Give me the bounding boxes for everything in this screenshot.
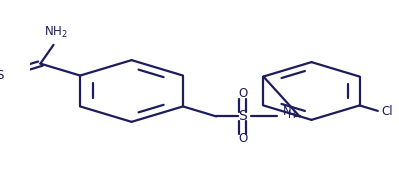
Text: NH$_2$: NH$_2$: [43, 25, 67, 40]
Text: S: S: [0, 69, 4, 82]
Text: N: N: [282, 105, 291, 118]
Text: H: H: [288, 110, 296, 120]
Text: S: S: [239, 109, 247, 123]
Text: O: O: [238, 132, 247, 145]
Text: Cl: Cl: [381, 105, 393, 118]
Text: O: O: [238, 87, 247, 100]
